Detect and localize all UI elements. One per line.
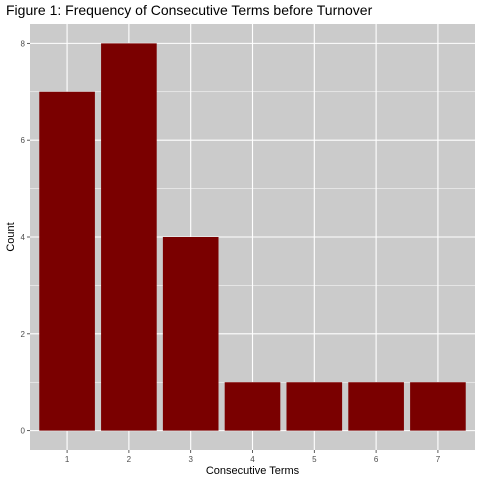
x-tick-label: 4	[250, 455, 255, 464]
bar-6	[348, 382, 404, 431]
y-tick-label: 2	[21, 330, 26, 339]
y-tick-label: 8	[21, 39, 26, 48]
y-axis-title: Count	[5, 222, 17, 251]
x-tick-label: 6	[374, 455, 379, 464]
bar-4	[224, 382, 281, 431]
bar-1	[39, 91, 95, 431]
y-tick-label: 6	[21, 136, 26, 145]
x-tick-label: 5	[312, 455, 317, 464]
bar-3	[162, 237, 219, 431]
bar-5	[286, 382, 343, 431]
x-axis-title: Consecutive Terms	[206, 465, 300, 477]
x-tick-label: 3	[188, 455, 193, 464]
y-tick-label: 0	[21, 427, 26, 436]
y-tick-label: 4	[21, 233, 26, 242]
y-axis: 0 2 4 6 8	[21, 39, 30, 436]
bar-2	[101, 43, 157, 431]
x-axis: 1 2 3 4 5 6 7	[65, 450, 441, 464]
x-tick-label: 7	[436, 455, 441, 464]
bar-7	[410, 382, 466, 431]
x-tick-label: 1	[65, 455, 70, 464]
bars	[39, 43, 466, 431]
chart-title: Figure 1: Frequency of Consecutive Terms…	[6, 2, 373, 18]
x-tick-label: 2	[127, 455, 132, 464]
